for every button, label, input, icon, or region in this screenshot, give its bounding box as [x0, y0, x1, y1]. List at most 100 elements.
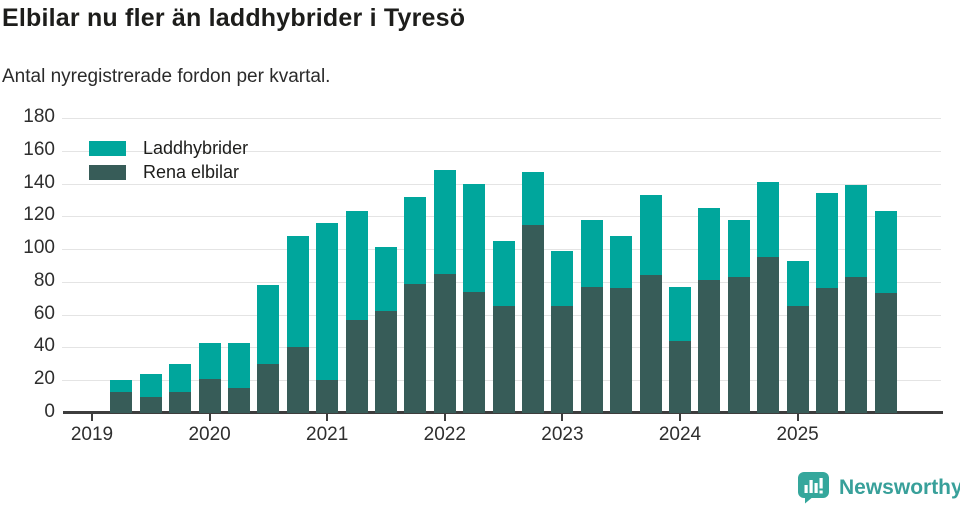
- bar-2024-K4: [757, 181, 780, 413]
- newsworthy-brand-text: Newsworthy: [839, 475, 960, 499]
- segment-rena-elbilar-2021-K3: [375, 311, 397, 413]
- x-axis-label-2021: 2021: [306, 424, 349, 445]
- newsworthy-logo[interactable]: Newsworthy: [797, 471, 960, 504]
- plot-area: [62, 118, 941, 413]
- segment-rena-elbilar-2024-K1: [669, 340, 691, 413]
- segment-laddhybrider-2019-K2: [110, 380, 133, 392]
- chart-title: Elbilar nu fler än laddhybrider i Tyresö: [2, 4, 466, 32]
- legend-item-laddhybrider: Laddhybrider: [89, 138, 249, 158]
- segment-laddhybrider-2022-K2: [463, 183, 486, 292]
- bar-2023-K4: [639, 195, 662, 413]
- legend-item-rena-elbilar: Rena elbilar: [89, 162, 248, 182]
- segment-rena-elbilar-2023-K4: [639, 275, 662, 413]
- bar-2025-K4: [874, 211, 897, 413]
- segment-rena-elbilar-2024-K2: [698, 280, 721, 413]
- y-axis-label-120: 120: [23, 204, 55, 226]
- gridline-180: [62, 118, 941, 119]
- bar-2024-K3: [727, 219, 750, 413]
- legend-label-laddhybrider: Laddhybrider: [143, 138, 249, 158]
- bar-2019-K4: [169, 363, 192, 413]
- x-axis-tick-2022: [443, 414, 446, 421]
- legend-swatch-laddhybrider: [89, 141, 126, 156]
- x-axis-label-2022: 2022: [423, 424, 466, 445]
- x-axis-tick-2025: [796, 414, 799, 421]
- bar-2022-K3: [492, 240, 515, 413]
- segment-laddhybrider-2021-K4: [404, 196, 427, 284]
- segment-rena-elbilar-2025-K3: [845, 276, 868, 413]
- y-axis-label-40: 40: [33, 335, 55, 357]
- bar-2023-K1: [551, 250, 574, 413]
- y-axis-label-160: 160: [23, 138, 55, 160]
- segment-rena-elbilar-2020-K1: [198, 378, 221, 413]
- x-axis-label-2025: 2025: [776, 424, 819, 445]
- bar-2023-K3: [610, 236, 633, 413]
- segment-rena-elbilar-2019-K4: [169, 391, 192, 413]
- segment-laddhybrider-2025-K4: [874, 211, 897, 294]
- x-axis-tick-2024: [679, 414, 681, 421]
- x-axis-label-2019: 2019: [70, 424, 114, 445]
- segment-laddhybrider-2025-K2: [816, 193, 838, 289]
- segment-laddhybrider-2020-K3: [257, 285, 280, 364]
- bar-2022-K2: [463, 183, 486, 413]
- bar-2022-K4: [522, 172, 544, 413]
- bar-2021-K3: [375, 247, 397, 413]
- segment-laddhybrider-2019-K4: [169, 363, 192, 392]
- bar-2019-K3: [139, 373, 162, 413]
- y-axis-label-180: 180: [23, 106, 55, 127]
- segment-laddhybrider-2023-K1: [551, 250, 574, 307]
- segment-laddhybrider-2020-K4: [286, 236, 309, 348]
- y-axis-label-20: 20: [33, 368, 55, 390]
- segment-rena-elbilar-2021-K2: [345, 319, 368, 413]
- bar-2021-K2: [345, 211, 368, 413]
- bar-2024-K1: [669, 286, 691, 413]
- bar-2025-K3: [845, 185, 868, 413]
- x-axis-tick-2023: [561, 414, 564, 421]
- legend: Laddhybrider Rena elbilar: [89, 138, 249, 182]
- x-axis-label-2024: 2024: [658, 424, 702, 445]
- segment-rena-elbilar-2020-K2: [228, 388, 250, 413]
- x-axis-label-2023: 2023: [541, 424, 584, 445]
- segment-rena-elbilar-2022-K4: [522, 224, 544, 413]
- segment-rena-elbilar-2019-K3: [139, 396, 162, 413]
- chart-subtitle: Antal nyregistrerade fordon per kvartal.: [2, 66, 331, 87]
- legend-label-rena-elbilar: Rena elbilar: [143, 162, 240, 182]
- segment-rena-elbilar-2023-K3: [610, 288, 633, 413]
- legend-swatch-rena-elbilar: [89, 165, 126, 180]
- segment-laddhybrider-2024-K1: [669, 286, 691, 341]
- x-axis-tick-2020: [208, 414, 211, 421]
- y-axis-label-140: 140: [23, 171, 55, 193]
- segment-laddhybrider-2020-K2: [228, 342, 250, 389]
- x-axis-tick-2019: [91, 414, 93, 421]
- segment-rena-elbilar-2024-K4: [757, 257, 780, 413]
- segment-laddhybrider-2021-K3: [375, 247, 397, 312]
- y-axis-label-0: 0: [44, 401, 55, 422]
- segment-laddhybrider-2023-K3: [610, 236, 633, 289]
- segment-laddhybrider-2019-K3: [139, 373, 162, 397]
- segment-rena-elbilar-2022-K1: [433, 273, 456, 413]
- segment-laddhybrider-2022-K1: [433, 170, 456, 274]
- bar-2021-K1: [316, 222, 339, 413]
- segment-laddhybrider-2024-K3: [727, 219, 750, 277]
- segment-rena-elbilar-2020-K3: [257, 363, 280, 413]
- segment-rena-elbilar-2025-K4: [874, 293, 897, 413]
- gridline-120: [62, 216, 941, 218]
- segment-rena-elbilar-2025-K1: [786, 306, 809, 413]
- bar-2020-K1: [198, 342, 221, 413]
- segment-laddhybrider-2021-K1: [316, 222, 339, 381]
- segment-rena-elbilar-2024-K3: [727, 276, 750, 413]
- bar-2021-K4: [404, 196, 427, 413]
- bar-2022-K1: [433, 170, 456, 413]
- segment-laddhybrider-2023-K4: [639, 195, 662, 276]
- segment-laddhybrider-2022-K3: [492, 240, 515, 307]
- x-axis-tick-2021: [326, 414, 329, 421]
- x-axis-label-2020: 2020: [188, 424, 231, 445]
- bar-2023-K2: [580, 219, 603, 413]
- segment-rena-elbilar-2021-K1: [316, 380, 339, 413]
- bar-2024-K2: [698, 208, 721, 413]
- segment-laddhybrider-2020-K1: [198, 342, 221, 379]
- segment-laddhybrider-2024-K4: [757, 181, 780, 258]
- segment-rena-elbilar-2023-K1: [551, 306, 574, 413]
- segment-rena-elbilar-2021-K4: [404, 283, 427, 413]
- newsworthy-bar-chart-speech-bubble-icon: [797, 471, 831, 504]
- segment-rena-elbilar-2022-K3: [492, 306, 515, 413]
